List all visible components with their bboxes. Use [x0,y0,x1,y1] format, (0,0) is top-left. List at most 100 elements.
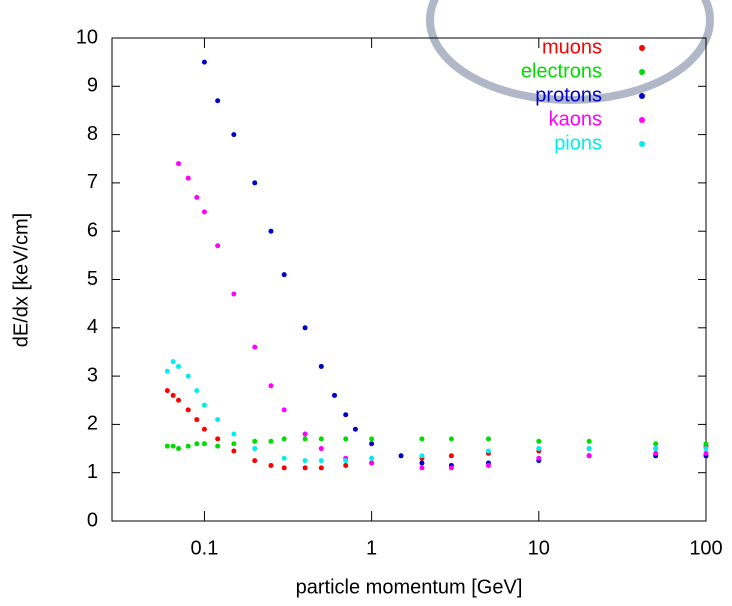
point [201,209,207,215]
x-tick-label: 1 [366,537,377,559]
point [369,460,375,466]
point [448,465,454,471]
point [536,438,542,444]
point [369,441,375,447]
y-tick-label: 10 [76,26,98,48]
point [201,426,207,432]
point [252,458,258,464]
point [448,453,454,459]
point [268,438,274,444]
y-tick-label: 9 [87,75,98,97]
point [281,436,287,442]
point [176,363,182,369]
point [485,436,491,442]
y-tick-label: 6 [87,219,98,241]
point [653,441,659,447]
plot-frame [111,37,707,522]
point [215,443,221,449]
legend-label: pions [554,132,602,154]
y-axis-label: dE/dx [keV/cm] [10,213,32,348]
point [485,448,491,454]
y-tick-label: 3 [87,364,98,386]
y-tick-label: 2 [87,413,98,435]
point [281,407,287,413]
point [343,412,349,418]
point [703,450,709,456]
point [318,458,324,464]
point [586,453,592,459]
point [302,458,308,464]
point [185,407,191,413]
point [185,373,191,379]
x-tick-label: 100 [689,537,722,559]
point [586,446,592,452]
point [164,388,170,394]
point [185,175,191,181]
point [281,272,287,278]
legend-label: protons [535,84,602,106]
point [231,441,237,447]
point [281,465,287,471]
point [176,161,182,167]
point [194,417,200,423]
point [703,446,709,452]
point [268,383,274,389]
point [201,441,207,447]
y-tick-label: 1 [87,461,98,483]
point [653,446,659,452]
point [302,465,308,471]
point [653,450,659,456]
point [485,462,491,468]
point [369,436,375,442]
point [343,462,349,468]
point [302,325,308,331]
point [176,446,182,452]
point [586,438,592,444]
point [318,363,324,369]
x-tick-label: 10 [528,537,550,559]
point [318,436,324,442]
point [268,462,274,468]
point [536,455,542,461]
legend-marker [639,93,645,99]
point [231,448,237,454]
point [215,243,221,249]
point [343,458,349,464]
point [419,460,425,466]
y-tick-label: 5 [87,268,98,290]
x-tick-label: 0.1 [191,537,219,559]
point [703,441,709,447]
point [194,388,200,394]
point [194,441,200,447]
legend-label: kaons [549,108,602,130]
point [215,417,221,423]
y-tick-label: 8 [87,123,98,145]
point [281,455,287,461]
point [536,446,542,452]
point [231,132,237,138]
legend-marker [639,117,645,123]
point [302,436,308,442]
point [302,431,308,437]
legend-label: electrons [521,60,602,82]
point [252,438,258,444]
logo [426,0,714,104]
point [419,436,425,442]
point [231,291,237,297]
point [201,59,207,65]
point [252,446,258,452]
point [419,465,425,471]
point [318,465,324,471]
point [318,446,324,452]
point [164,443,170,449]
point [332,392,338,398]
y-tick-label: 4 [87,316,98,338]
point [268,228,274,234]
point [215,436,221,442]
y-tick-label: 7 [87,171,98,193]
legend-label: muons [542,36,602,58]
point [215,98,221,104]
point [448,436,454,442]
legend-marker [639,141,645,147]
